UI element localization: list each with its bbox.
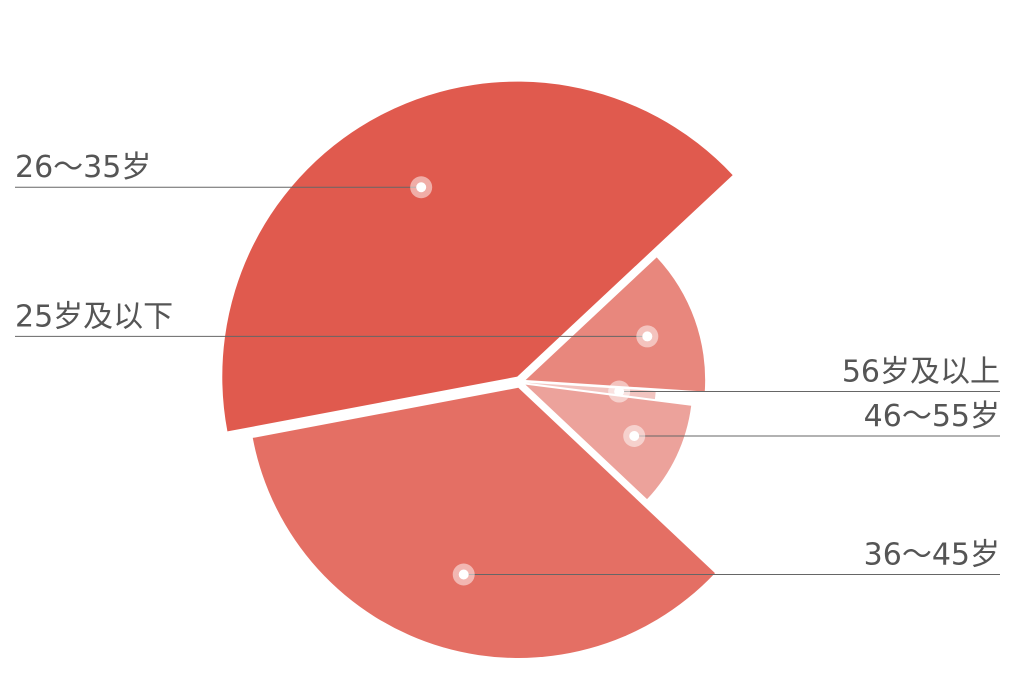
slice-label: 56岁及以上 bbox=[842, 355, 1000, 390]
pie-slice bbox=[525, 257, 706, 392]
pie-slice bbox=[222, 81, 733, 432]
pie-slice bbox=[252, 387, 715, 659]
slice-label: 26～35岁 bbox=[15, 150, 151, 185]
pie-slice bbox=[525, 384, 692, 500]
label-dot bbox=[614, 386, 625, 397]
slice-label: 46～55岁 bbox=[864, 399, 1000, 434]
label-dot bbox=[458, 569, 469, 580]
label-dot bbox=[416, 182, 427, 193]
label-dot bbox=[629, 430, 640, 441]
slice-label: 25岁及以下 bbox=[15, 299, 173, 334]
slice-label: 36～45岁 bbox=[864, 538, 1000, 573]
label-dot bbox=[642, 331, 653, 342]
